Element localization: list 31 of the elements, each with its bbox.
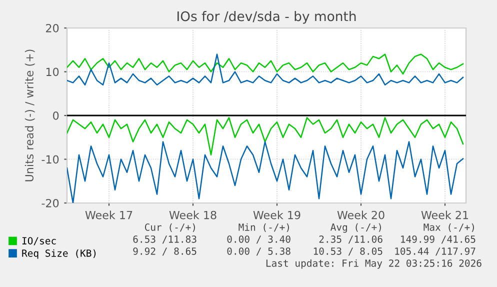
text: 9.92 / 8.65 [133,247,196,256]
y-tick-label: -10 [42,155,59,164]
x-tick-label: Week 21 [421,210,468,220]
text: 10.53 / 8.05 [314,247,382,256]
text: 105.44 /117.97 [395,247,476,256]
text: 6.53 /11.83 [133,235,196,244]
chart-title: IOs for /dev/sda - by month [178,11,356,24]
text: Cur (-/+) [144,223,195,232]
legend-label: Req Size (KB) [22,249,96,259]
text: 0.00 / 5.38 [227,247,290,256]
line-series [67,117,464,156]
y-axis-title: Units read (-) / write (+) [24,50,35,182]
text: Min (-/+) [238,223,289,232]
text: 0.00 / 3.40 [227,235,290,244]
line-series [67,54,464,75]
line-series [67,54,464,86]
text: Max (-/+) [424,223,474,232]
x-tick-label: Week 18 [169,210,216,220]
line-series [67,141,464,203]
text: Last update: Fri May 22 03:25:16 2026 [266,259,482,269]
text: 149.99 /41.65 [401,235,476,244]
x-tick-label: Week 17 [85,210,132,220]
y-tick-label: 10 [46,68,59,76]
y-tick-label: 0 [53,111,59,120]
legend-label: IO/sec [22,237,56,246]
y-tick-label: -20 [42,198,59,208]
text: Avg (-/+) [330,223,381,233]
text: 2.35 /11.06 [319,235,382,244]
y-tick-label: 20 [46,24,59,32]
x-tick-label: Week 20 [337,210,384,220]
x-tick-label: Week 19 [253,210,300,220]
